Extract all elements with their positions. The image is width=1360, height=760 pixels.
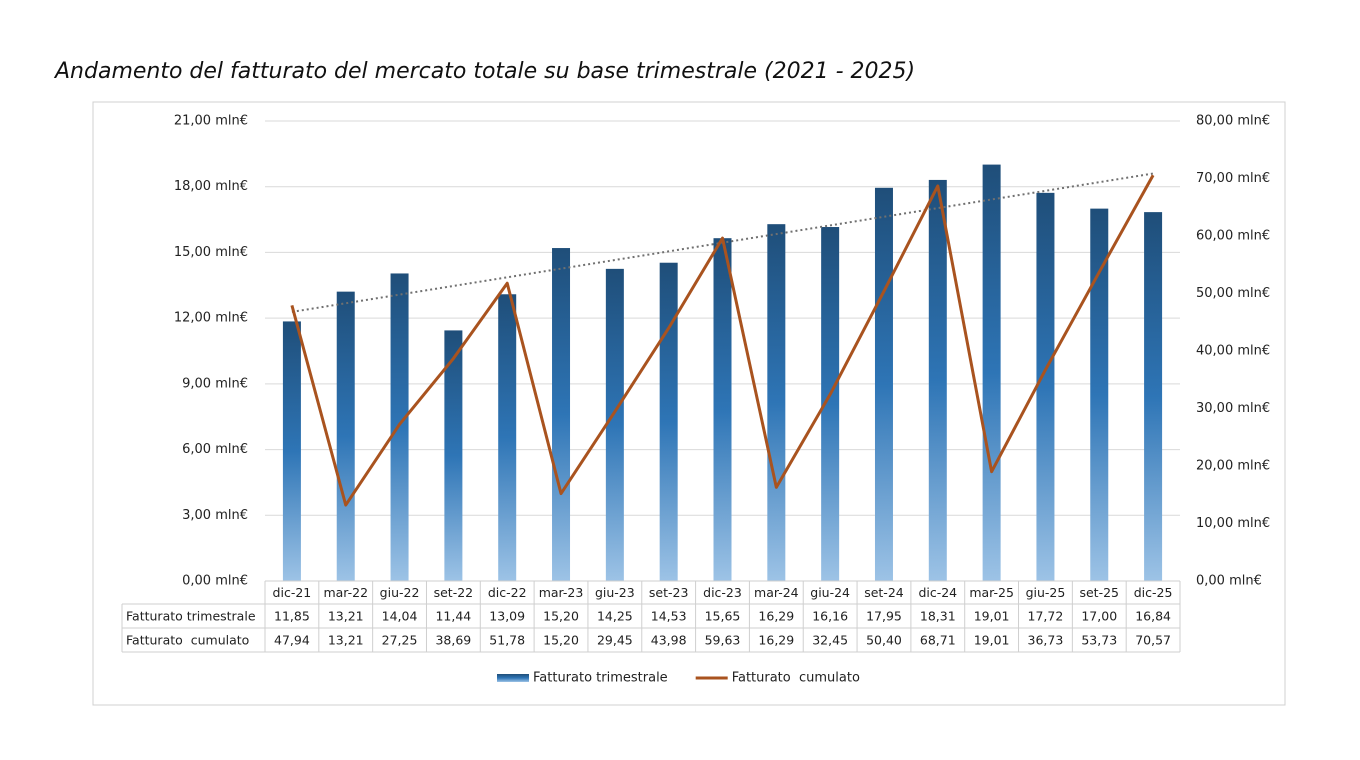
table-cell: 15,20 xyxy=(543,609,579,624)
y-tick-label: 21,00 mln€ xyxy=(174,114,248,129)
table-cell: 16,16 xyxy=(812,609,848,624)
table-cell: 38,69 xyxy=(435,633,471,648)
y-tick-label: 0,00 mln€ xyxy=(182,574,248,589)
line-series xyxy=(290,174,1155,507)
bar xyxy=(767,224,786,581)
y2-tick-label: 20,00 mln€ xyxy=(1196,459,1270,474)
y-tick-label: 18,00 mln€ xyxy=(174,179,248,194)
bar xyxy=(498,294,517,581)
x-tick-label: dic-21 xyxy=(273,585,312,600)
bar xyxy=(444,330,463,581)
table-cell: 70,57 xyxy=(1135,633,1171,648)
x-tick-label: mar-24 xyxy=(754,585,799,600)
y2-tick-label: 10,00 mln€ xyxy=(1196,516,1270,531)
y-tick-label: 3,00 mln€ xyxy=(182,508,248,523)
x-tick-label: dic-24 xyxy=(918,585,957,600)
table-cell: 47,94 xyxy=(274,633,310,648)
x-tick-label: mar-23 xyxy=(539,585,584,600)
bar xyxy=(1144,212,1163,581)
x-tick-label: giu-24 xyxy=(810,585,850,600)
table-cell: 17,00 xyxy=(1081,609,1117,624)
table-cell: 29,45 xyxy=(597,633,633,648)
table-cell: 51,78 xyxy=(489,633,525,648)
x-tick-label: giu-23 xyxy=(595,585,635,600)
x-tick-label: mar-22 xyxy=(323,585,368,600)
table-cell: 18,31 xyxy=(920,609,956,624)
table-cell: 59,63 xyxy=(705,633,741,648)
table-cell: 16,29 xyxy=(758,633,794,648)
y2-tick-label: 60,00 mln€ xyxy=(1196,229,1270,244)
y-tick-label: 12,00 mln€ xyxy=(174,311,248,326)
y2-tick-label: 40,00 mln€ xyxy=(1196,344,1270,359)
table-cell: 15,20 xyxy=(543,633,579,648)
y-tick-label: 9,00 mln€ xyxy=(182,376,248,391)
bar xyxy=(713,238,732,581)
bar xyxy=(552,248,571,582)
bar xyxy=(390,273,409,581)
x-tick-label: set-23 xyxy=(649,585,689,600)
bar xyxy=(874,187,893,582)
table-cell: 13,09 xyxy=(489,609,525,624)
table-cell: 14,53 xyxy=(651,609,687,624)
bar xyxy=(659,262,678,581)
y-tick-label: 6,00 mln€ xyxy=(182,442,248,457)
x-tick-label: set-25 xyxy=(1079,585,1119,600)
x-tick-label: set-22 xyxy=(434,585,474,600)
y2-tick-label: 70,00 mln€ xyxy=(1196,171,1270,186)
bar xyxy=(821,227,840,581)
bar xyxy=(1036,192,1055,581)
x-tick-label: dic-22 xyxy=(488,585,527,600)
table-cell: 14,04 xyxy=(382,609,418,624)
table-cell: 19,01 xyxy=(974,633,1010,648)
legend-label: Fatturato trimestrale xyxy=(533,671,668,686)
table-cell: 17,72 xyxy=(1028,609,1064,624)
bar xyxy=(928,179,947,581)
x-tick-label: giu-22 xyxy=(380,585,420,600)
table-cell: 68,71 xyxy=(920,633,956,648)
x-tick-label: dic-25 xyxy=(1134,585,1173,600)
table-cell: 32,45 xyxy=(812,633,848,648)
table-cell: 50,40 xyxy=(866,633,902,648)
bar xyxy=(982,164,1001,582)
legend-swatch xyxy=(497,674,529,682)
table-cell: 27,25 xyxy=(382,633,418,648)
x-tick-label: mar-25 xyxy=(969,585,1014,600)
y2-tick-label: 50,00 mln€ xyxy=(1196,286,1270,301)
bar xyxy=(282,321,301,581)
table-cell: 53,73 xyxy=(1081,633,1117,648)
table-cell: 14,25 xyxy=(597,609,633,624)
table-row-label: Fatturato trimestrale xyxy=(126,609,256,624)
bar xyxy=(336,291,355,581)
table-cell: 43,98 xyxy=(651,633,687,648)
table-cell: 19,01 xyxy=(974,609,1010,624)
bar xyxy=(605,268,624,581)
table-cell: 16,84 xyxy=(1135,609,1171,624)
x-tick-label: set-24 xyxy=(864,585,904,600)
legend-label: Fatturato cumulato xyxy=(732,671,860,686)
x-tick-label: giu-25 xyxy=(1026,585,1066,600)
table-cell: 17,95 xyxy=(866,609,902,624)
x-tick-label: dic-23 xyxy=(703,585,742,600)
table-cell: 11,85 xyxy=(274,609,310,624)
table-cell: 36,73 xyxy=(1028,633,1064,648)
table-cell: 13,21 xyxy=(328,633,364,648)
y2-tick-label: 0,00 mln€ xyxy=(1196,574,1262,589)
table-cell: 13,21 xyxy=(328,609,364,624)
y2-tick-label: 30,00 mln€ xyxy=(1196,401,1270,416)
table-cell: 16,29 xyxy=(758,609,794,624)
chart-title: Andamento del fatturato del mercato tota… xyxy=(53,59,915,84)
table-cell: 15,65 xyxy=(705,609,741,624)
bar xyxy=(1090,208,1109,581)
table-row-label: Fatturato cumulato xyxy=(126,633,249,648)
y2-tick-label: 80,00 mln€ xyxy=(1196,114,1270,129)
y-tick-label: 15,00 mln€ xyxy=(174,245,248,260)
table-cell: 11,44 xyxy=(435,609,471,624)
